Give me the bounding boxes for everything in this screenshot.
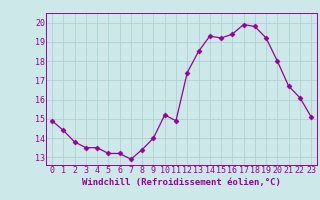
- X-axis label: Windchill (Refroidissement éolien,°C): Windchill (Refroidissement éolien,°C): [82, 178, 281, 187]
